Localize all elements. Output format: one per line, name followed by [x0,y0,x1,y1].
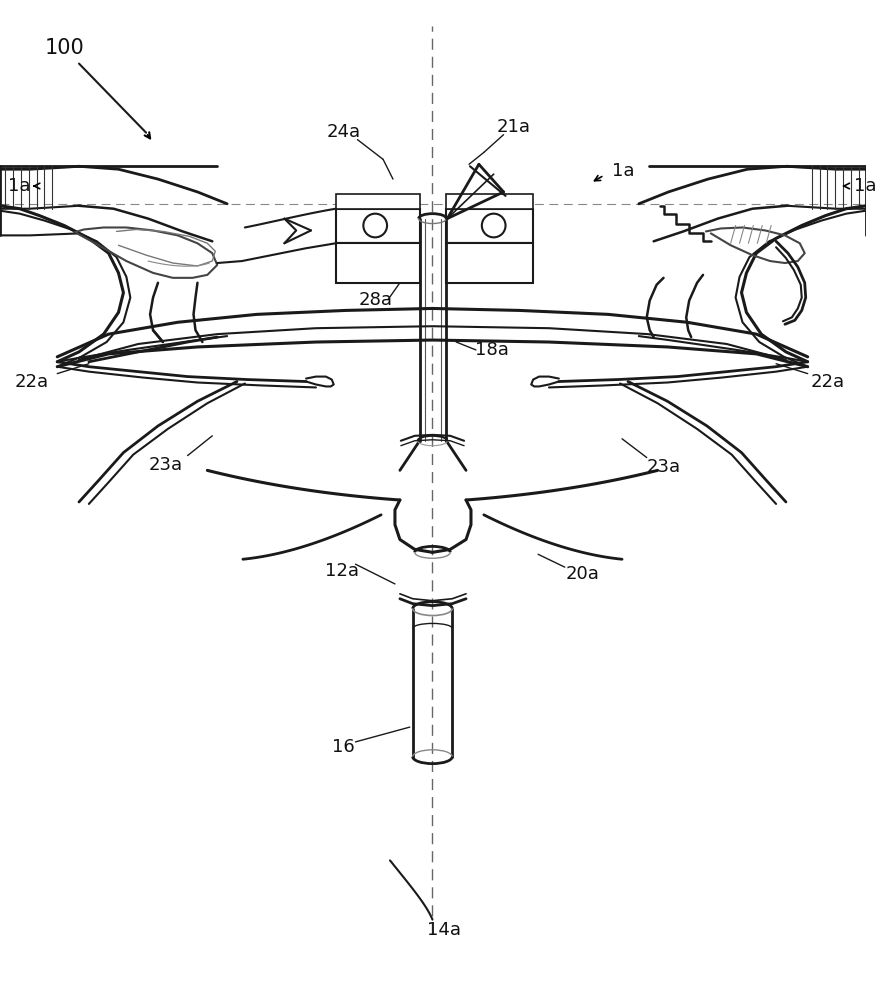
Text: 16: 16 [332,738,355,756]
Polygon shape [336,243,419,283]
Text: 22a: 22a [15,373,48,391]
Text: 100: 100 [45,38,84,58]
Text: 23a: 23a [646,458,681,476]
Text: 20a: 20a [566,565,600,583]
Text: 18a: 18a [474,341,509,359]
Text: 1a: 1a [8,177,31,195]
Polygon shape [336,209,419,243]
Polygon shape [336,194,419,209]
Text: 28a: 28a [358,291,392,309]
Text: 23a: 23a [149,456,183,474]
Text: 21a: 21a [496,118,531,136]
Polygon shape [446,209,533,243]
Text: 1a: 1a [612,162,635,180]
Text: 1a: 1a [854,177,877,195]
Polygon shape [446,243,533,283]
Text: 12a: 12a [324,562,359,580]
Text: 14a: 14a [427,921,461,939]
Text: 22a: 22a [810,373,845,391]
Text: 24a: 24a [326,123,360,141]
Polygon shape [446,194,533,209]
